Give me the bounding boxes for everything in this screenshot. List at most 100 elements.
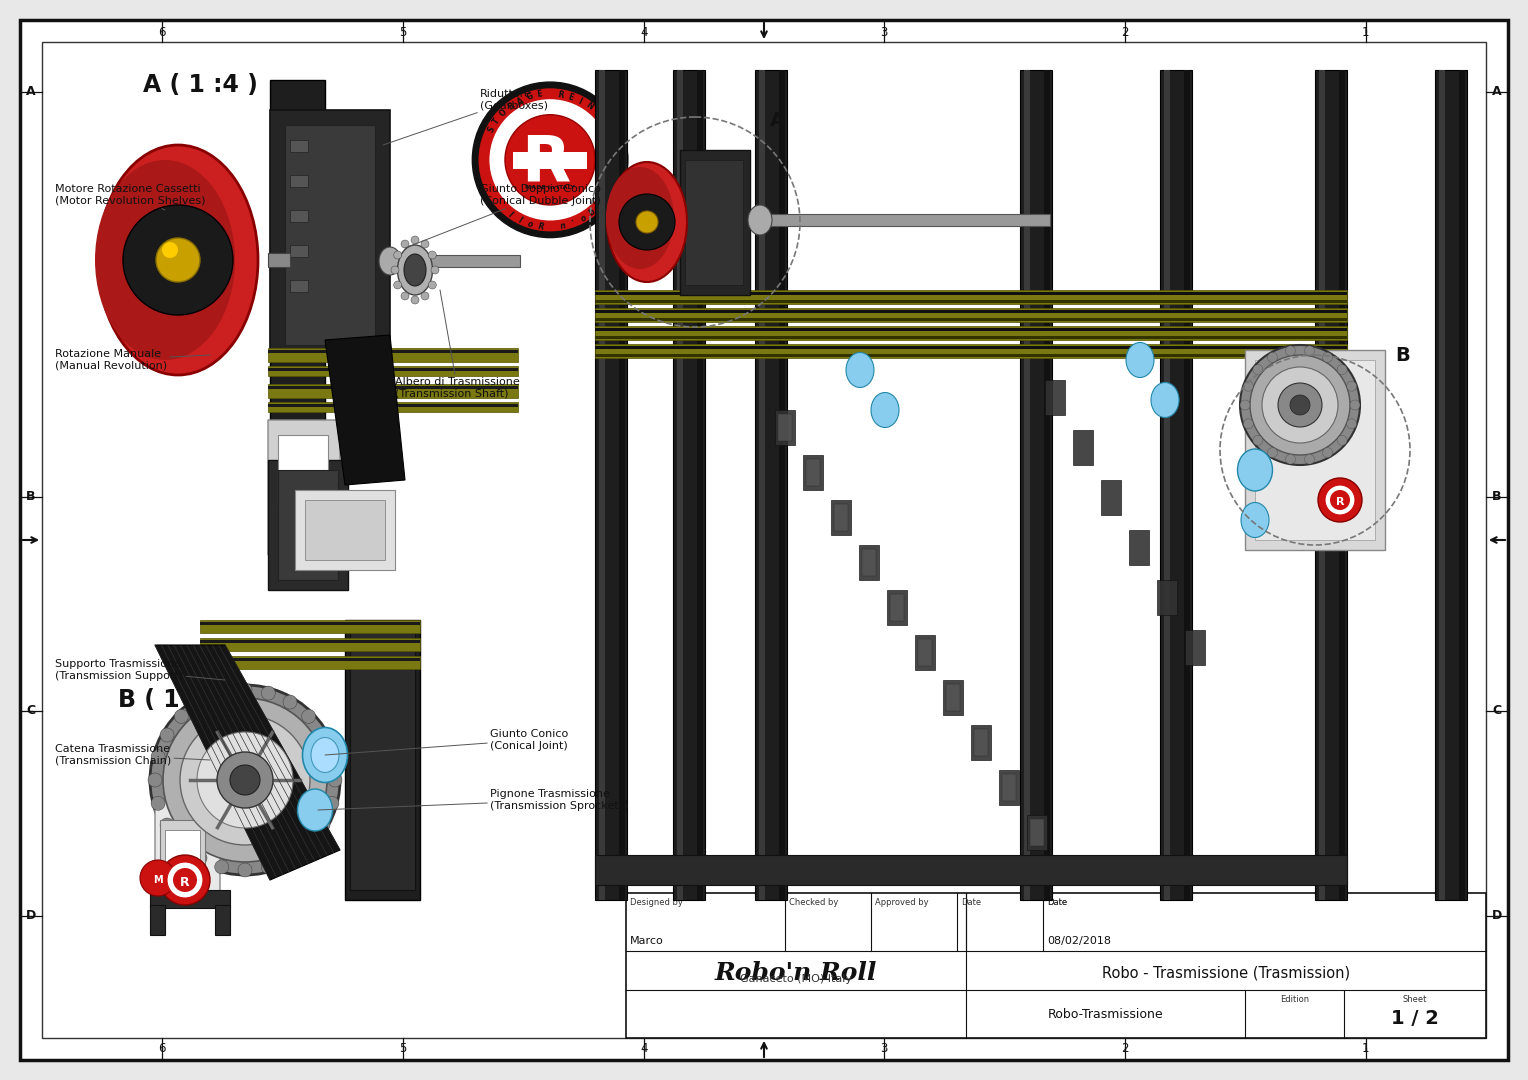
Bar xyxy=(1129,530,1149,565)
Circle shape xyxy=(193,851,206,865)
Bar xyxy=(946,684,960,711)
Bar xyxy=(594,70,626,900)
Text: Date: Date xyxy=(1047,897,1067,907)
Text: 08/02/2018: 08/02/2018 xyxy=(1047,936,1111,946)
Text: 4: 4 xyxy=(640,26,648,39)
Circle shape xyxy=(1346,381,1357,391)
Text: N: N xyxy=(604,125,614,135)
Circle shape xyxy=(1253,435,1262,445)
Text: Pignone Trasmissione
(Transmission Sprockets): Pignone Trasmissione (Transmission Sproc… xyxy=(318,789,628,811)
Circle shape xyxy=(261,860,275,874)
Text: Edition: Edition xyxy=(1280,995,1309,1004)
Text: R: R xyxy=(521,133,571,194)
Bar xyxy=(290,280,309,292)
Bar xyxy=(267,384,518,399)
Text: 1: 1 xyxy=(1361,1042,1369,1055)
Bar xyxy=(1027,815,1047,850)
Bar xyxy=(1254,360,1375,540)
Bar xyxy=(862,549,876,576)
Ellipse shape xyxy=(303,728,347,783)
Circle shape xyxy=(197,732,293,828)
Circle shape xyxy=(283,851,296,865)
Circle shape xyxy=(217,752,274,808)
Bar xyxy=(1164,70,1170,900)
Text: 5: 5 xyxy=(399,1042,406,1055)
Text: 1 / 2: 1 / 2 xyxy=(1390,1009,1439,1027)
Bar xyxy=(267,368,518,372)
Bar xyxy=(278,435,329,505)
Text: Date: Date xyxy=(1047,897,1067,907)
Text: Robo-Trasmissione: Robo-Trasmissione xyxy=(1048,1008,1163,1021)
Text: Approved by: Approved by xyxy=(876,897,929,907)
Text: R: R xyxy=(506,102,516,111)
Bar xyxy=(160,820,205,885)
Text: S: S xyxy=(486,125,497,134)
Bar xyxy=(1435,70,1467,900)
Circle shape xyxy=(174,837,188,851)
Text: Catena Trasmissione
(Transmission Chain): Catena Trasmissione (Transmission Chain) xyxy=(55,744,209,766)
Circle shape xyxy=(301,837,316,851)
Circle shape xyxy=(1244,419,1253,429)
Bar xyxy=(594,326,1348,340)
Circle shape xyxy=(193,696,206,710)
Text: D: D xyxy=(26,909,37,922)
Bar xyxy=(594,310,1348,313)
Text: E: E xyxy=(567,92,575,103)
Text: 5: 5 xyxy=(399,26,406,39)
Ellipse shape xyxy=(312,738,339,772)
Bar xyxy=(594,328,1348,330)
Circle shape xyxy=(1325,485,1355,515)
Bar xyxy=(306,500,385,561)
Bar xyxy=(599,70,605,900)
Bar xyxy=(594,318,1348,321)
Circle shape xyxy=(316,728,330,742)
Circle shape xyxy=(1262,367,1339,443)
Bar xyxy=(1160,70,1192,900)
Bar xyxy=(1102,480,1122,515)
Text: 4: 4 xyxy=(640,1042,648,1055)
Circle shape xyxy=(1253,365,1262,375)
Circle shape xyxy=(428,251,437,259)
Text: Albero di Trasmissione
(Transmission Shaft): Albero di Trasmissione (Transmission Sha… xyxy=(396,291,520,399)
Text: Checked by: Checked by xyxy=(788,897,839,907)
Bar xyxy=(915,635,935,670)
Bar xyxy=(267,366,518,376)
Bar xyxy=(1073,430,1093,465)
Text: B: B xyxy=(26,490,35,503)
Circle shape xyxy=(1305,455,1314,464)
Circle shape xyxy=(1244,381,1253,391)
Text: R: R xyxy=(538,222,544,232)
Circle shape xyxy=(428,281,437,289)
Circle shape xyxy=(151,750,165,764)
Circle shape xyxy=(1285,346,1296,355)
Text: 3: 3 xyxy=(880,26,888,39)
Bar xyxy=(804,455,824,490)
Bar xyxy=(831,500,851,535)
Bar xyxy=(1319,70,1325,900)
Text: Motore Rotazione Cassetti
(Motor Revolution Shelves): Motore Rotazione Cassetti (Motor Revolut… xyxy=(55,185,205,210)
Bar xyxy=(594,292,1348,295)
Circle shape xyxy=(325,796,339,810)
Text: R: R xyxy=(1335,497,1345,507)
Bar xyxy=(290,245,309,257)
Ellipse shape xyxy=(749,205,772,235)
Circle shape xyxy=(122,205,232,315)
Bar xyxy=(200,656,420,669)
Text: C: C xyxy=(26,704,35,717)
Bar xyxy=(200,658,420,661)
Bar xyxy=(270,80,325,460)
Text: G: G xyxy=(526,92,533,103)
Circle shape xyxy=(489,99,611,220)
Text: O: O xyxy=(498,108,509,119)
Text: o: o xyxy=(596,200,605,210)
Circle shape xyxy=(400,240,410,248)
Bar xyxy=(290,140,309,152)
Bar xyxy=(755,70,787,900)
Text: Riduttore
(Gearboxes): Riduttore (Gearboxes) xyxy=(384,90,549,145)
Bar xyxy=(267,402,518,411)
Circle shape xyxy=(411,296,419,303)
Text: 2: 2 xyxy=(1122,1042,1129,1055)
Text: E: E xyxy=(599,117,608,125)
Bar xyxy=(1339,70,1345,900)
Circle shape xyxy=(163,698,327,862)
